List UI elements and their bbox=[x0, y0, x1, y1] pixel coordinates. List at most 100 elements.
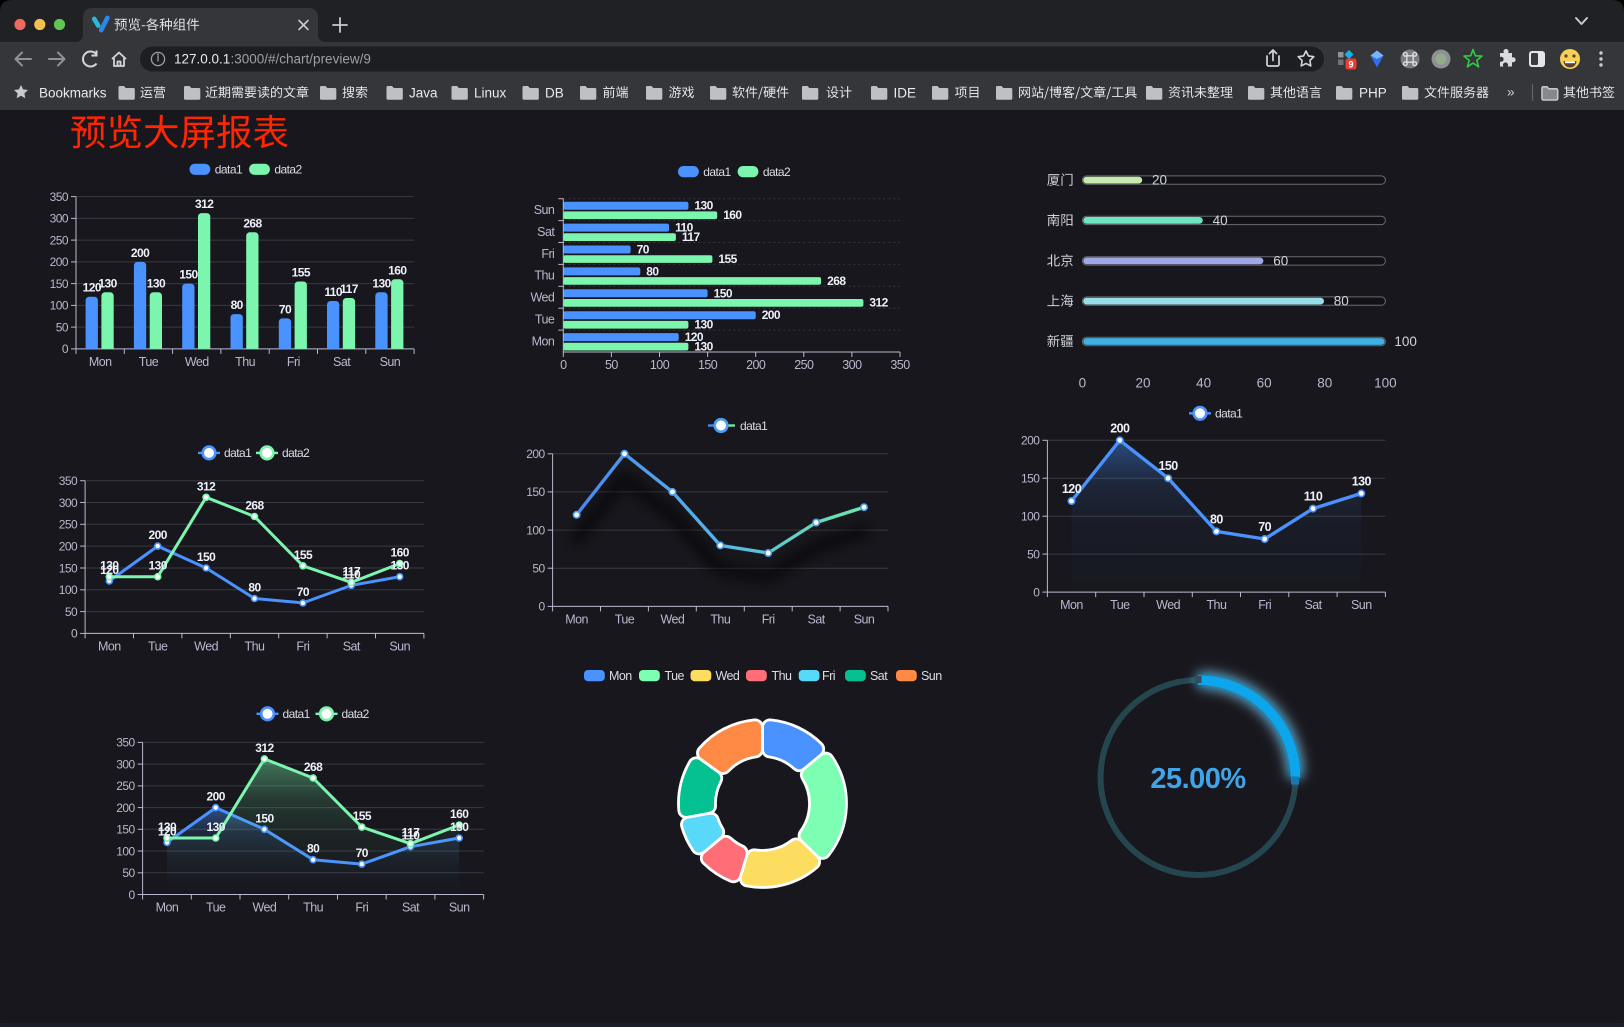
svg-text:Sat: Sat bbox=[402, 901, 420, 915]
svg-text:data1: data1 bbox=[1215, 407, 1243, 421]
svg-text:160: 160 bbox=[723, 208, 742, 222]
svg-text:0: 0 bbox=[1079, 376, 1087, 391]
svg-text:130: 130 bbox=[1352, 474, 1372, 488]
svg-text:Tue: Tue bbox=[535, 312, 555, 326]
svg-text:155: 155 bbox=[718, 252, 737, 266]
svg-text:160: 160 bbox=[450, 807, 469, 821]
svg-text:Wed: Wed bbox=[252, 901, 276, 915]
svg-text:80: 80 bbox=[248, 581, 261, 595]
svg-text:Wed: Wed bbox=[660, 612, 684, 626]
svg-text:130: 130 bbox=[158, 820, 177, 834]
svg-text:80: 80 bbox=[307, 842, 320, 856]
svg-text:100: 100 bbox=[50, 299, 69, 313]
svg-text:150: 150 bbox=[50, 277, 69, 291]
svg-text:150: 150 bbox=[197, 550, 216, 564]
svg-text:80: 80 bbox=[646, 264, 659, 278]
svg-text:350: 350 bbox=[50, 190, 69, 204]
svg-text:300: 300 bbox=[116, 757, 135, 771]
svg-text:200: 200 bbox=[762, 308, 781, 322]
svg-text:100: 100 bbox=[116, 844, 135, 858]
svg-text:250: 250 bbox=[116, 779, 135, 793]
svg-text:Sun: Sun bbox=[380, 355, 401, 369]
svg-text:Mon: Mon bbox=[1060, 598, 1083, 612]
svg-text:127.0.0.1: 127.0.0.1 bbox=[174, 52, 230, 67]
svg-text:Fri: Fri bbox=[1258, 598, 1271, 612]
svg-text:Tue: Tue bbox=[206, 901, 226, 915]
svg-text:110: 110 bbox=[675, 221, 694, 235]
svg-text:268: 268 bbox=[304, 760, 323, 774]
svg-text:50: 50 bbox=[1027, 547, 1040, 561]
svg-text:130: 130 bbox=[100, 559, 119, 573]
svg-text:300: 300 bbox=[59, 496, 78, 510]
svg-text:0: 0 bbox=[1033, 585, 1040, 599]
svg-text:data1: data1 bbox=[215, 163, 243, 177]
svg-text:150: 150 bbox=[116, 823, 135, 837]
svg-text:DB: DB bbox=[545, 86, 564, 101]
svg-text:130: 130 bbox=[149, 559, 168, 573]
svg-text:100: 100 bbox=[59, 583, 78, 597]
svg-text:60: 60 bbox=[1257, 376, 1272, 391]
svg-text:100: 100 bbox=[650, 358, 670, 372]
svg-text:Mon: Mon bbox=[98, 639, 121, 653]
svg-text:Mon: Mon bbox=[609, 669, 632, 683]
svg-text:70: 70 bbox=[279, 302, 292, 316]
svg-text:117: 117 bbox=[402, 826, 421, 840]
svg-text:Sun: Sun bbox=[534, 203, 555, 217]
svg-text:40: 40 bbox=[1213, 213, 1228, 228]
svg-text:200: 200 bbox=[207, 790, 226, 804]
svg-text:50: 50 bbox=[56, 320, 69, 334]
svg-text:Sun: Sun bbox=[1351, 598, 1372, 612]
svg-text:Thu: Thu bbox=[303, 901, 323, 915]
svg-text:110: 110 bbox=[402, 829, 421, 843]
svg-text:9: 9 bbox=[1348, 60, 1353, 70]
svg-text:Mon: Mon bbox=[89, 355, 112, 369]
svg-text:100: 100 bbox=[1021, 510, 1040, 524]
svg-text:200: 200 bbox=[746, 358, 766, 372]
svg-text:Fri: Fri bbox=[541, 247, 554, 261]
svg-text:0: 0 bbox=[538, 600, 545, 614]
svg-text:Thu: Thu bbox=[534, 269, 554, 283]
svg-text:110: 110 bbox=[342, 567, 361, 581]
svg-text:PHP: PHP bbox=[1359, 86, 1387, 101]
svg-text:160: 160 bbox=[391, 546, 410, 560]
svg-text:Mon: Mon bbox=[156, 901, 179, 915]
svg-text:Tue: Tue bbox=[615, 612, 635, 626]
svg-text:120: 120 bbox=[83, 281, 102, 295]
svg-text:100: 100 bbox=[1374, 376, 1397, 391]
svg-text:120: 120 bbox=[100, 563, 119, 577]
svg-text::3000/#/chart/preview/9: :3000/#/chart/preview/9 bbox=[231, 52, 371, 67]
svg-text:Bookmarks: Bookmarks bbox=[39, 86, 107, 101]
svg-text:60: 60 bbox=[1273, 254, 1288, 269]
svg-text:»: » bbox=[1507, 85, 1515, 100]
svg-text:250: 250 bbox=[794, 358, 814, 372]
svg-text:Sat: Sat bbox=[537, 225, 555, 239]
svg-text:Sun: Sun bbox=[921, 669, 942, 683]
svg-text:120: 120 bbox=[685, 330, 704, 344]
svg-text:70: 70 bbox=[356, 846, 369, 860]
svg-text:Sun: Sun bbox=[389, 639, 410, 653]
svg-text:Mon: Mon bbox=[532, 334, 555, 348]
svg-text:350: 350 bbox=[59, 474, 78, 488]
svg-text:200: 200 bbox=[131, 246, 150, 260]
svg-text:200: 200 bbox=[1021, 434, 1040, 448]
svg-text:Sat: Sat bbox=[808, 612, 826, 626]
svg-text:117: 117 bbox=[342, 564, 361, 578]
svg-text:0: 0 bbox=[71, 627, 78, 641]
svg-text:Thu: Thu bbox=[772, 669, 792, 683]
svg-text:20: 20 bbox=[1152, 173, 1167, 188]
svg-text:Tue: Tue bbox=[665, 669, 685, 683]
svg-text:Sat: Sat bbox=[343, 639, 361, 653]
svg-text:Sat: Sat bbox=[1304, 598, 1322, 612]
svg-text:Sat: Sat bbox=[333, 355, 351, 369]
svg-text:120: 120 bbox=[158, 824, 177, 838]
svg-text:130: 130 bbox=[694, 340, 713, 354]
svg-text:300: 300 bbox=[842, 358, 862, 372]
svg-text:Java: Java bbox=[409, 86, 438, 101]
svg-text:312: 312 bbox=[197, 479, 216, 493]
svg-text:150: 150 bbox=[698, 358, 718, 372]
svg-text:IDE: IDE bbox=[894, 86, 917, 101]
svg-text:80: 80 bbox=[231, 298, 244, 312]
svg-text:Fri: Fri bbox=[762, 612, 775, 626]
svg-text:data1: data1 bbox=[740, 419, 768, 433]
svg-text:Wed: Wed bbox=[716, 669, 740, 683]
